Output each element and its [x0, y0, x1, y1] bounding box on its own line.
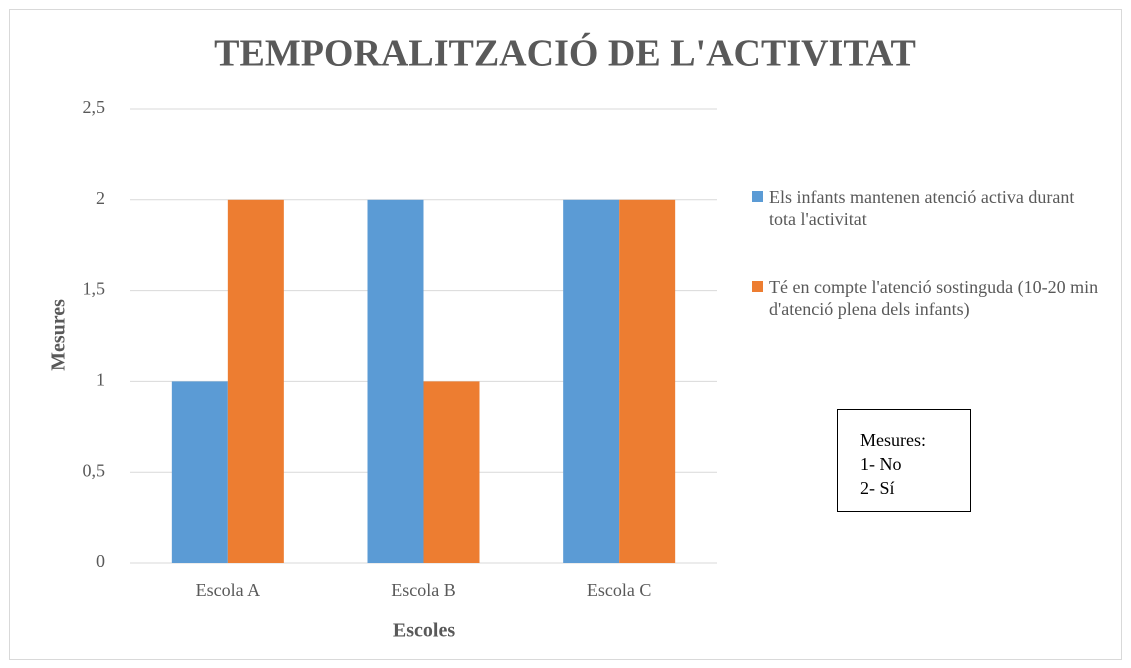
y-tick-label: 1,5	[83, 279, 106, 299]
y-tick-label: 2,5	[83, 97, 106, 117]
x-tick-label: Escola B	[391, 580, 456, 600]
chart-title: TEMPORALITZACIÓ DE L'ACTIVITAT	[214, 33, 916, 75]
x-axis-label: Escoles	[393, 620, 455, 642]
y-tick-label: 2	[96, 188, 105, 208]
legend-item: Té en compte l'atenció sostinguda (10-20…	[752, 276, 1102, 320]
y-tick-label: 0	[96, 551, 105, 571]
bar	[619, 199, 676, 564]
annotation-line: Mesures:	[860, 430, 926, 450]
legend-swatch	[752, 191, 763, 202]
legend-label: Els infants mantenen atenció activa dura…	[769, 187, 1075, 229]
y-tick-label: 0,5	[83, 460, 106, 480]
x-tick-label: Escola A	[196, 580, 261, 600]
bar	[563, 199, 620, 564]
bar	[423, 381, 480, 563]
y-axis-label: Mesures	[48, 299, 70, 371]
annotation-line: 1- No	[860, 454, 902, 474]
annotation-line: 2- Sí	[860, 478, 895, 498]
legend-item: Els infants mantenen atenció activa dura…	[752, 186, 1102, 230]
bar	[171, 381, 228, 563]
annotation-box: Mesures: 1- No 2- Sí	[837, 409, 971, 512]
legend-swatch	[752, 281, 763, 292]
bar	[227, 199, 284, 564]
bar	[367, 199, 424, 564]
legend-label: Té en compte l'atenció sostinguda (10-20…	[769, 277, 1099, 319]
y-tick-label: 1	[96, 370, 105, 390]
x-tick-label: Escola C	[587, 580, 652, 600]
